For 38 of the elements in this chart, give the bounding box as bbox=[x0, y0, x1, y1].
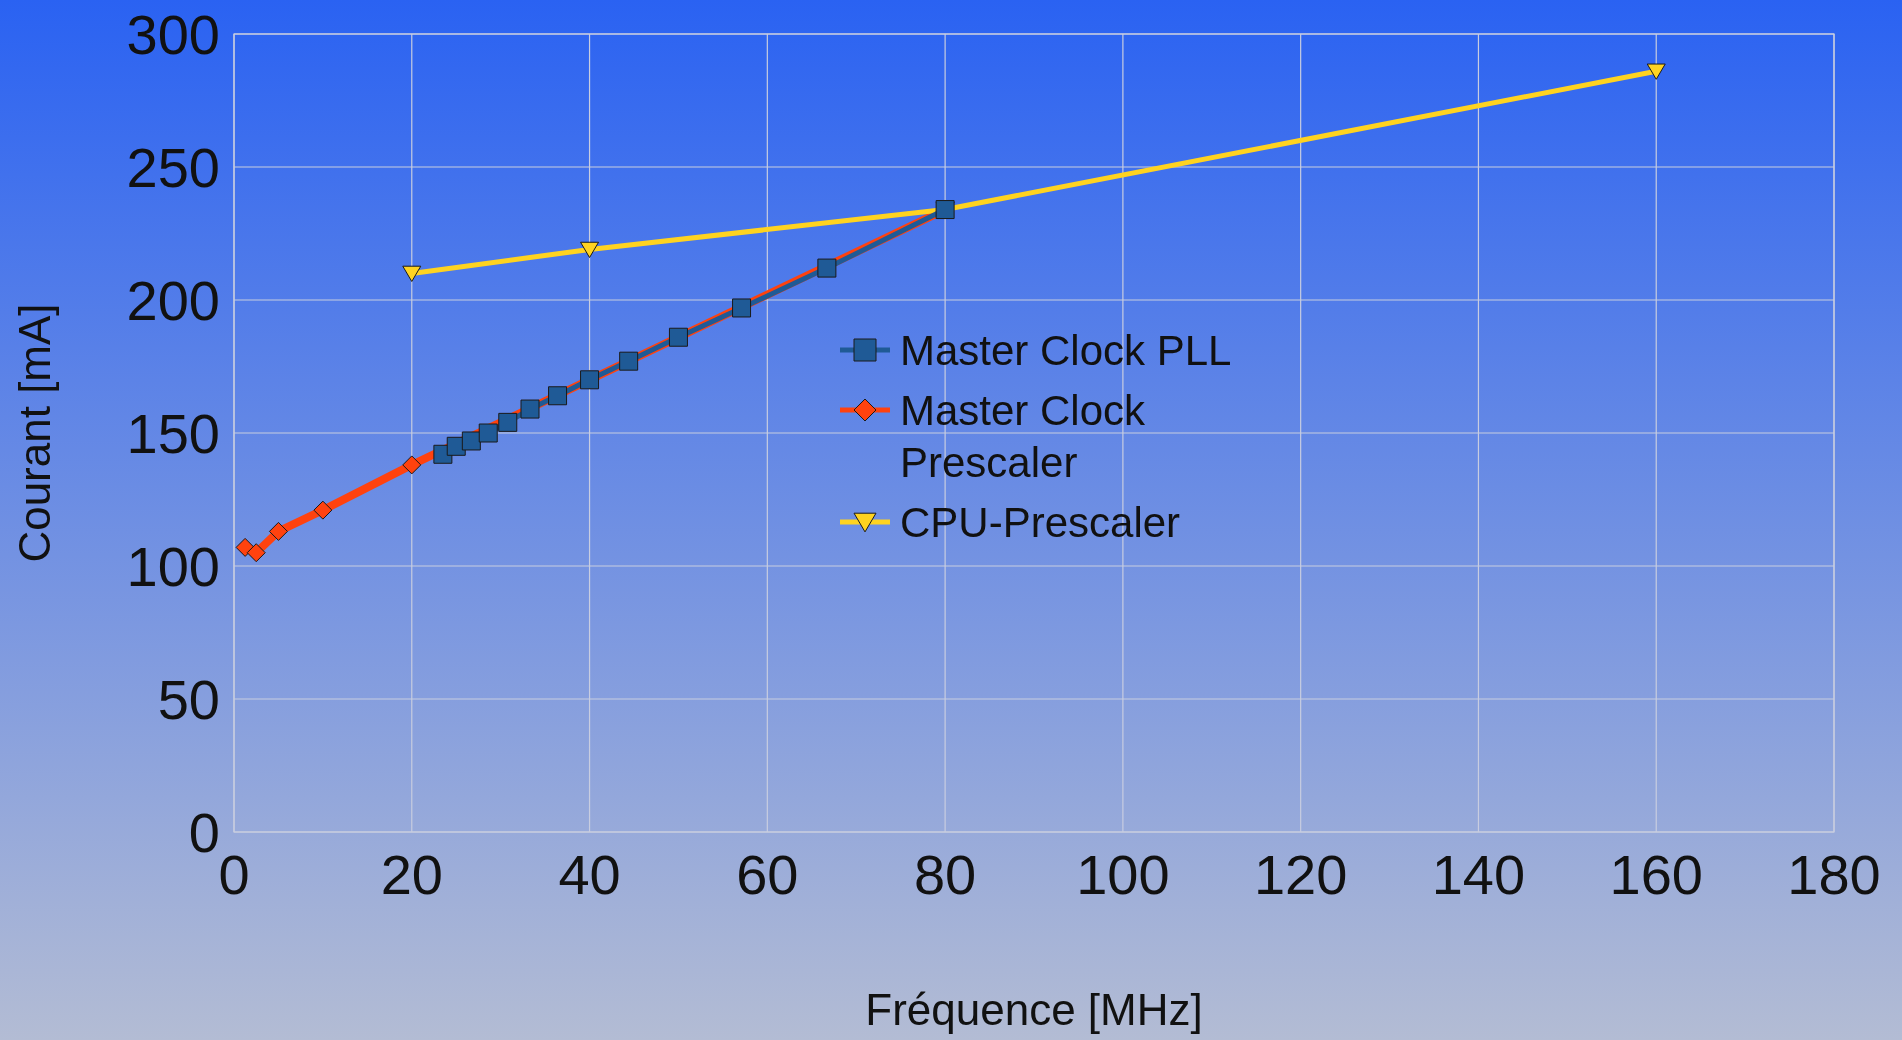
point bbox=[817, 258, 837, 278]
y-tick-label: 200 bbox=[126, 268, 220, 332]
point bbox=[732, 298, 752, 318]
point bbox=[246, 543, 266, 563]
point bbox=[402, 265, 422, 282]
legend-label: CPU-Prescaler bbox=[900, 498, 1181, 546]
x-tick-label: 20 bbox=[380, 843, 443, 906]
x-tick-label: 100 bbox=[1076, 843, 1170, 906]
y-tick-label: 0 bbox=[188, 800, 220, 864]
point bbox=[619, 351, 639, 371]
point bbox=[402, 455, 422, 475]
point bbox=[580, 241, 600, 259]
x-tick-label: 40 bbox=[558, 843, 621, 906]
point bbox=[478, 423, 498, 443]
x-tick-label: 160 bbox=[1609, 843, 1703, 906]
point bbox=[520, 399, 540, 419]
x-tick-label: 60 bbox=[736, 843, 799, 906]
x-axis-title: Fréquence [MHz] bbox=[865, 985, 1203, 1034]
legend-label: Master Clock Prescaler bbox=[900, 386, 1147, 486]
y-tick-label: 250 bbox=[126, 135, 220, 199]
y-tick-label: 100 bbox=[126, 534, 220, 598]
y-axis-title: Courant [mA] bbox=[10, 303, 59, 563]
point bbox=[313, 500, 333, 520]
y-tick-label: 150 bbox=[126, 401, 220, 465]
point bbox=[668, 327, 688, 347]
point bbox=[461, 431, 481, 451]
legend-label: Master Clock PLL bbox=[900, 326, 1232, 374]
x-tick-label: 120 bbox=[1253, 843, 1348, 906]
y-tick-label: 50 bbox=[157, 667, 220, 731]
x-tick-label: 140 bbox=[1431, 843, 1526, 906]
x-tick-label: 80 bbox=[913, 843, 977, 906]
point bbox=[498, 412, 518, 432]
x-tick-label: 180 bbox=[1787, 843, 1881, 906]
point bbox=[1646, 63, 1666, 80]
point bbox=[268, 521, 288, 541]
point bbox=[548, 386, 568, 406]
y-tick-label: 300 bbox=[126, 2, 220, 66]
point bbox=[235, 537, 255, 557]
